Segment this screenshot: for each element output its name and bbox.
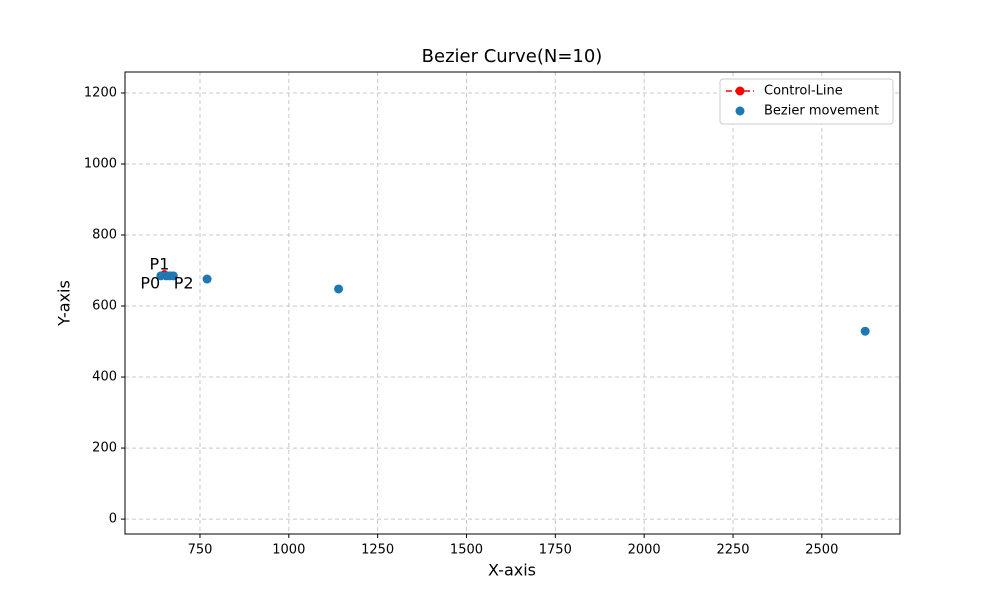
legend-label: Bezier movement [764, 104, 879, 119]
y-tick-label: 400 [92, 370, 117, 385]
y-tick-label: 600 [92, 299, 117, 314]
annotation: P2 [174, 274, 194, 293]
y-tick-label: 1200 [84, 85, 117, 100]
point [202, 274, 212, 284]
legend-label: Control-Line [764, 84, 843, 99]
annotation: P0 [140, 274, 160, 293]
y-axis-label: Y-axis [55, 280, 74, 327]
point [168, 271, 178, 281]
point [860, 326, 870, 336]
x-tick-label: 2000 [628, 543, 661, 558]
annotation: P1 [150, 255, 170, 274]
x-tick-label: 1500 [450, 543, 483, 558]
plot-frame [124, 71, 901, 535]
x-axis-label: X-axis [488, 561, 536, 580]
x-tick-label: 1250 [361, 543, 394, 558]
y-tick-label: 200 [92, 441, 117, 456]
x-tick-label: 750 [188, 543, 213, 558]
x-tick-label: 2500 [805, 543, 838, 558]
legend-marker [735, 106, 745, 116]
x-tick-label: 2250 [716, 543, 749, 558]
y-tick-label: 1000 [84, 156, 117, 171]
legend-marker [735, 86, 745, 96]
chart-title: Bezier Curve(N=10) [422, 46, 603, 67]
y-tick-label: 800 [92, 227, 117, 242]
x-tick-label: 1000 [272, 543, 305, 558]
x-tick-label: 1750 [539, 543, 572, 558]
y-tick-label: 0 [109, 512, 117, 527]
point [334, 284, 344, 294]
legend-box [719, 78, 894, 125]
